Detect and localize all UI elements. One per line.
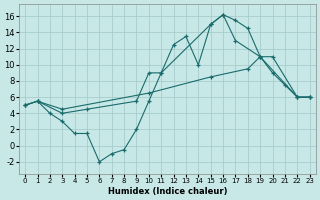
- X-axis label: Humidex (Indice chaleur): Humidex (Indice chaleur): [108, 187, 227, 196]
